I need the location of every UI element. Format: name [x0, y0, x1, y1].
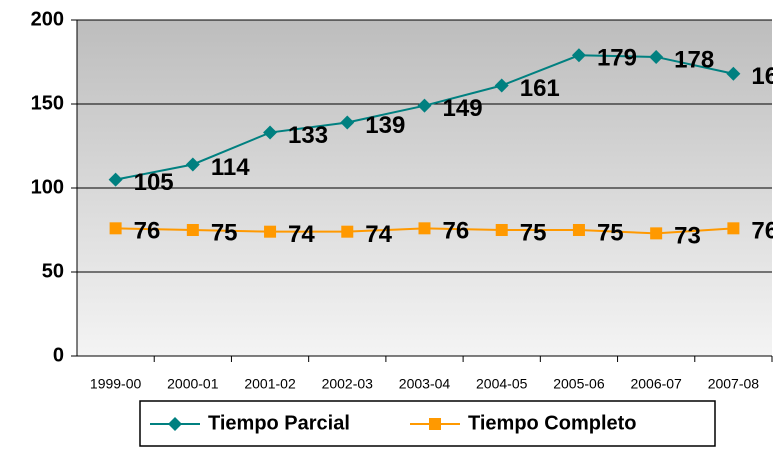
data-point — [109, 222, 122, 235]
data-point — [263, 125, 278, 140]
data-label: 76 — [443, 218, 470, 245]
x-tick-label: 2004-05 — [476, 376, 528, 392]
legend-label: Tiempo Completo — [468, 412, 637, 434]
data-label: 179 — [597, 45, 637, 72]
data-label: 178 — [674, 46, 714, 73]
x-tick-label: 1999-00 — [90, 376, 142, 392]
data-point — [649, 49, 664, 64]
data-point — [572, 224, 585, 236]
x-tick-label: 2007-08 — [708, 376, 760, 392]
x-tick-label: 2005-06 — [553, 376, 605, 392]
y-tick-label: 50 — [42, 260, 64, 282]
data-point — [727, 222, 740, 235]
legend-label: Tiempo Parcial — [208, 412, 350, 434]
data-label: 139 — [365, 112, 405, 139]
data-label: 75 — [211, 219, 238, 246]
data-point — [571, 48, 586, 63]
data-label: 76 — [751, 218, 773, 245]
data-point — [494, 78, 509, 93]
data-point — [340, 115, 355, 130]
data-point — [185, 157, 200, 172]
data-label: 75 — [597, 219, 624, 246]
data-point — [264, 225, 277, 238]
data-point — [650, 227, 663, 240]
data-label: 75 — [520, 219, 547, 246]
x-tick-label: 2001-02 — [244, 376, 296, 392]
y-tick-label: 100 — [31, 176, 64, 198]
data-label: 161 — [520, 75, 560, 102]
data-label: 168 — [751, 63, 773, 90]
data-label: 74 — [288, 221, 315, 248]
data-label: 73 — [674, 223, 701, 250]
x-tick-label: 2002-03 — [322, 376, 374, 392]
data-point — [186, 224, 199, 236]
data-point — [495, 224, 508, 236]
x-tick-label: 2003-04 — [399, 376, 451, 392]
data-point — [418, 222, 431, 235]
legend-marker — [429, 418, 441, 430]
data-label: 149 — [443, 95, 483, 122]
data-point — [341, 225, 354, 238]
data-point — [417, 98, 432, 113]
data-point — [726, 66, 741, 81]
data-point — [108, 172, 123, 187]
y-tick-label: 0 — [53, 344, 64, 366]
x-tick-label: 2006-07 — [630, 376, 682, 392]
data-label: 105 — [134, 169, 174, 196]
data-label: 114 — [211, 154, 250, 181]
legend-marker — [168, 417, 182, 431]
y-tick-label: 150 — [31, 92, 64, 114]
data-label: 74 — [365, 221, 392, 248]
x-tick-label: 2000-01 — [167, 376, 219, 392]
data-label: 76 — [134, 218, 161, 245]
y-tick-label: 200 — [31, 8, 64, 30]
data-label: 133 — [288, 122, 328, 149]
